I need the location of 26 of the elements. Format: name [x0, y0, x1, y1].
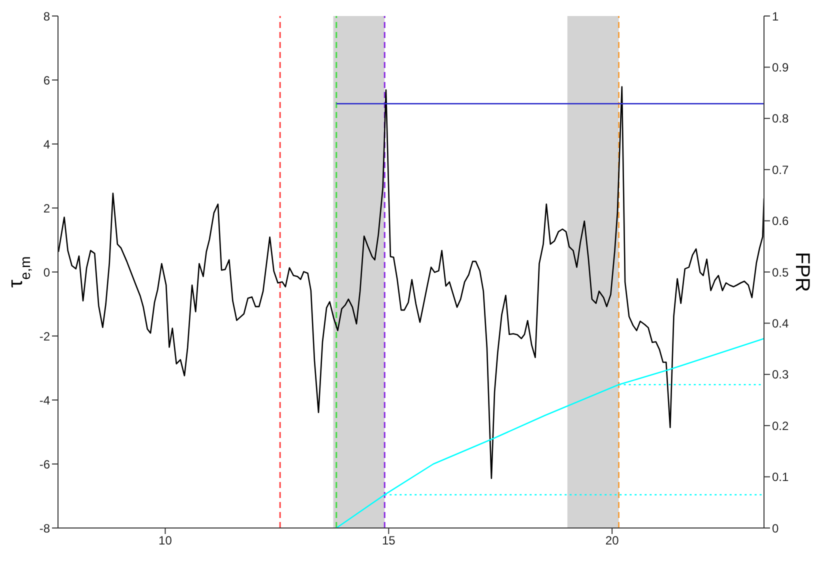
y2-tick-label: 0.8: [772, 112, 790, 126]
y2-tick-label: 0: [772, 521, 779, 536]
y2-tick-label: 0.5: [772, 265, 790, 280]
line-series: [336, 338, 764, 528]
line-series: [58, 86, 764, 480]
y-tick-label: 4: [43, 137, 50, 152]
y-tick-label: -2: [39, 329, 50, 344]
y-tick-label: 0: [43, 265, 50, 280]
x-tick-label: 20: [605, 534, 620, 548]
y2-tick-label: 0.9: [772, 60, 790, 74]
y2-tick-label: 0.2: [772, 418, 790, 433]
y2-tick-label: 0.3: [772, 368, 790, 382]
y-tick-label: 2: [43, 201, 50, 216]
x-tick-label: 10: [158, 534, 172, 548]
y-tick-label: -8: [39, 521, 50, 536]
y-tick-label: 8: [43, 9, 50, 24]
y2-tick-label: 0.6: [772, 214, 790, 228]
y-tick-label: -6: [39, 457, 50, 472]
y2-tick-label: 1: [772, 9, 779, 24]
y-tick-label: 6: [43, 73, 50, 88]
x-tick-label: 15: [382, 534, 396, 548]
y2-tick-label: 0.7: [772, 162, 790, 177]
y-tick-label: -4: [39, 393, 50, 408]
y2-tick-label: 0.1: [772, 470, 790, 484]
y2-axis-title: FPR: [791, 252, 813, 292]
y2-tick-label: 0.4: [772, 316, 790, 330]
